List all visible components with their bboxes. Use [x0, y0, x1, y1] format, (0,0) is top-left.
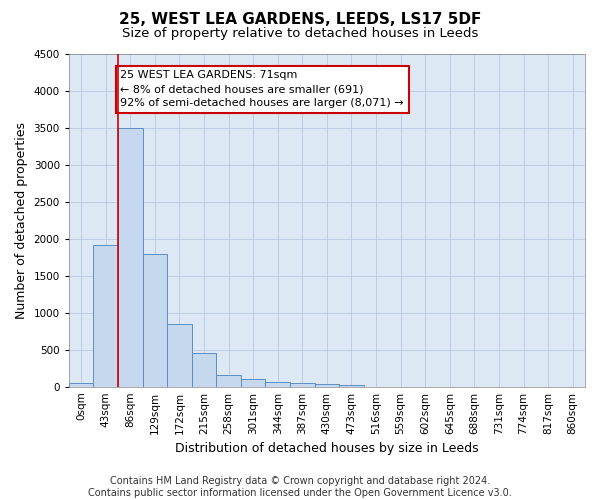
Y-axis label: Number of detached properties: Number of detached properties — [15, 122, 28, 319]
Bar — [192, 352, 217, 386]
Bar — [167, 324, 192, 386]
Text: Contains HM Land Registry data © Crown copyright and database right 2024.
Contai: Contains HM Land Registry data © Crown c… — [88, 476, 512, 498]
Bar — [265, 382, 290, 386]
X-axis label: Distribution of detached houses by size in Leeds: Distribution of detached houses by size … — [175, 442, 479, 455]
Bar — [143, 254, 167, 386]
Bar — [290, 382, 314, 386]
Bar — [339, 385, 364, 386]
Bar — [118, 128, 143, 386]
Bar — [94, 244, 118, 386]
Bar — [241, 380, 265, 386]
Bar — [69, 383, 94, 386]
Text: Size of property relative to detached houses in Leeds: Size of property relative to detached ho… — [122, 28, 478, 40]
Bar — [217, 375, 241, 386]
Text: 25, WEST LEA GARDENS, LEEDS, LS17 5DF: 25, WEST LEA GARDENS, LEEDS, LS17 5DF — [119, 12, 481, 28]
Text: 25 WEST LEA GARDENS: 71sqm
← 8% of detached houses are smaller (691)
92% of semi: 25 WEST LEA GARDENS: 71sqm ← 8% of detac… — [121, 70, 404, 108]
Bar — [314, 384, 339, 386]
